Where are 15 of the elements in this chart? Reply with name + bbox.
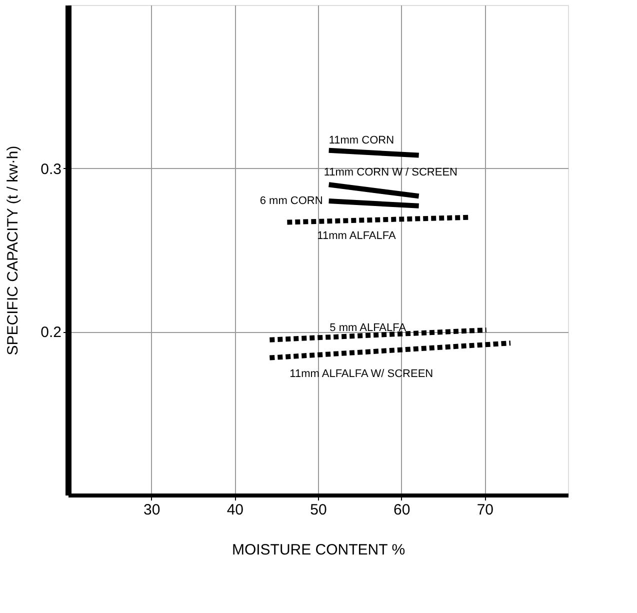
x-tick-label: 50 bbox=[310, 502, 327, 518]
y-tick-label: 0.3 bbox=[40, 160, 62, 178]
x-tick-label: 40 bbox=[226, 502, 244, 518]
y-axis-title: SPECIFIC CAPACITY (t / kw·h) bbox=[4, 146, 22, 356]
series-label: 11mm CORN W / SCREEN bbox=[324, 166, 458, 179]
series-label: 6 mm CORN bbox=[260, 195, 323, 207]
x-tick-label: 70 bbox=[476, 502, 494, 518]
x-tick-label: 30 bbox=[143, 502, 160, 518]
series-label: 5 mm ALFALFA bbox=[330, 322, 407, 334]
series-label: 11mm CORN bbox=[328, 134, 394, 146]
y-tick-label: 0.2 bbox=[40, 324, 62, 342]
x-tick-label: 60 bbox=[393, 502, 410, 518]
series-label: 11mm ALFALFA bbox=[317, 230, 396, 242]
series-label: 11mm ALFALFA W/ SCREEN bbox=[290, 368, 434, 380]
x-axis-title: MOISTURE CONTENT % bbox=[232, 542, 406, 558]
